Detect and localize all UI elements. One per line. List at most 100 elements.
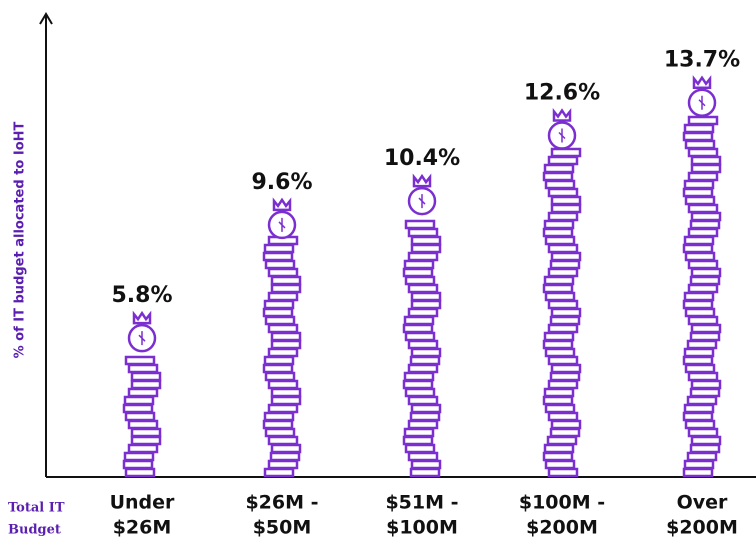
coin [410,235,442,246]
coin [543,219,575,230]
coin [544,235,576,246]
coin [690,155,722,166]
coin [542,283,574,294]
value-label: 10.4% [384,146,460,171]
x-tick-label: $26M - [245,492,318,514]
coin [403,315,435,326]
coin [687,171,719,182]
coin [687,259,719,270]
coin [550,251,582,262]
coin [684,419,716,430]
coin [127,387,159,398]
coin [124,355,156,366]
coin [122,459,154,470]
coin [407,251,439,262]
coin [687,427,719,438]
coin [404,443,436,454]
coin [130,379,162,390]
y-axis-arrow [39,12,53,25]
coin [267,291,299,302]
coin [264,427,296,438]
coin [264,371,296,382]
coin [682,355,714,366]
coin [683,235,715,246]
coin [267,379,299,390]
coin [410,291,442,302]
coin [127,419,159,430]
coin [684,307,716,318]
coin [410,347,442,358]
coin [690,211,722,222]
coin [542,451,574,462]
coin [407,283,439,294]
coin [404,219,436,230]
coin [262,363,294,374]
x-tick-label: $100M [386,517,458,539]
coin [687,315,719,326]
coin [270,443,302,454]
coin [262,251,294,262]
value-label: 12.6% [524,81,600,106]
coin [269,451,301,462]
x-tick-label: Over [677,492,728,514]
coin [547,243,579,254]
value-label: 9.6% [251,170,312,195]
coin [687,147,719,158]
coin-stack [402,173,442,478]
coin [267,347,299,358]
x-tick-label: $51M - [385,492,458,514]
coin [263,411,295,422]
coin [404,387,436,398]
coin [404,331,436,342]
coin [130,435,162,446]
coin [682,467,714,478]
coin-stack [542,107,582,478]
dollar [278,217,286,232]
coin [690,163,722,174]
coin [689,219,721,230]
coin [547,411,579,422]
x-tick-label: $200M [666,517,738,539]
coin [263,467,295,478]
coin [684,139,716,150]
coin [267,435,299,446]
coin [690,435,722,446]
coin [682,187,714,198]
bag-crown [272,197,292,212]
coin [544,347,576,358]
coin [687,283,719,294]
coin [407,339,439,350]
coin [684,363,716,374]
coin [123,451,155,462]
coin [687,203,719,214]
coin [690,379,722,390]
coin [543,443,575,454]
coin [687,227,719,238]
coin [403,427,435,438]
coin [407,363,439,374]
coin [270,331,302,342]
coin [683,179,715,190]
coin [409,411,441,422]
coin [543,275,575,286]
coin [686,395,718,406]
coin [270,275,302,286]
coin [550,363,582,374]
coin [402,267,434,278]
coin [404,275,436,286]
coin [410,403,442,414]
coin [549,315,581,326]
coin-stack [682,75,722,478]
coin [124,467,156,478]
coin [410,243,442,254]
coin [683,123,715,134]
coin [542,171,574,182]
coin [683,291,715,302]
dollar [698,95,706,110]
coin [544,179,576,190]
coin [403,259,435,270]
coin [409,355,441,366]
y-axis-label: % of IT budget allocated to IoHT [13,121,28,358]
coin [683,459,715,470]
